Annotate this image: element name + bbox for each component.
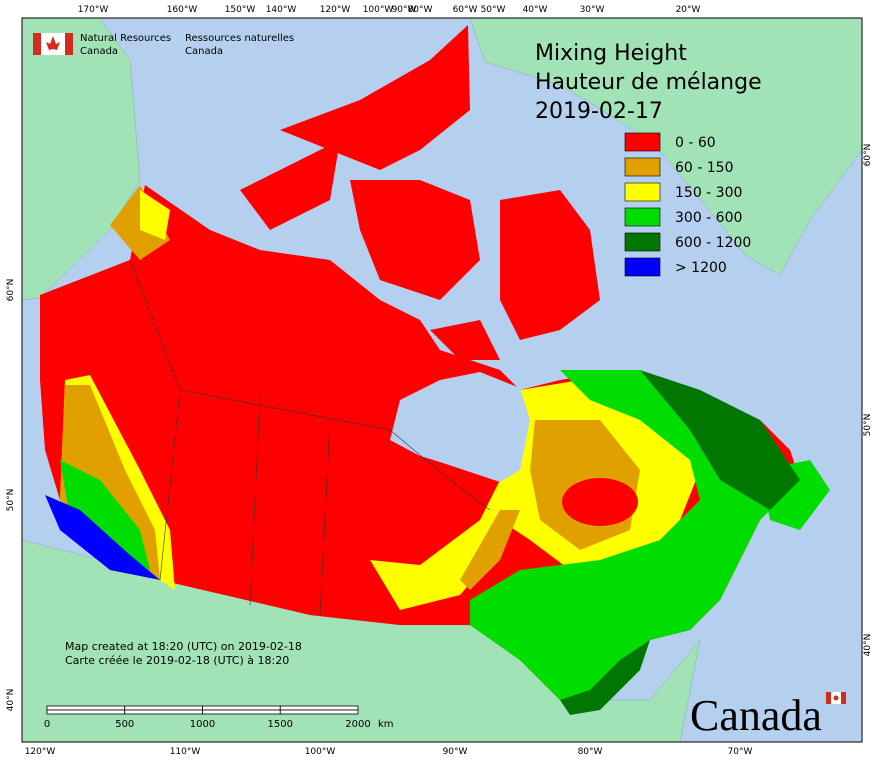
scale-label: 1500: [268, 719, 293, 730]
longitude-label: 90°W: [392, 5, 417, 15]
longitude-label: 20°W: [676, 5, 701, 15]
latitude-label: 60°N: [6, 279, 16, 302]
title: Hauteur de mélange: [535, 70, 762, 95]
zone: [280, 25, 470, 170]
scale-label: 2000: [345, 719, 370, 730]
scale-segment: [202, 705, 281, 711]
wordmark-leaf: [833, 695, 839, 701]
legend-label: 600 - 1200: [675, 235, 751, 251]
legend-swatch: [624, 207, 661, 227]
zone: [140, 190, 170, 240]
province-borders: [129, 259, 491, 616]
longitude-label: 150°W: [225, 5, 256, 15]
legend-swatch: [624, 182, 661, 202]
longitude-label: 80°W: [408, 5, 433, 15]
scale-segment: [124, 705, 203, 711]
longitude-label: 60°W: [453, 5, 478, 15]
longitude-label: 90°W: [443, 747, 468, 757]
legend: 0 - 60 60 - 150 150 - 300 300 - 600 600 - 12…: [624, 132, 751, 277]
longitude-label: 100°W: [363, 5, 394, 15]
longitude-label: 120°W: [25, 747, 56, 757]
agency-fr: Ressources naturelles: [185, 33, 294, 44]
zone: [45, 495, 160, 580]
zone: [562, 478, 638, 526]
longitude-label: 70°W: [728, 747, 753, 757]
borders: [129, 259, 491, 616]
zone: [240, 140, 340, 230]
scale-label: 500: [115, 719, 134, 730]
maple-leaf: [46, 36, 60, 50]
latitude-label: 40°N: [6, 689, 16, 712]
scale-segment: [124, 709, 203, 715]
legend-label: 0 - 60: [675, 135, 716, 151]
wordmark-text: Canada: [690, 691, 822, 740]
longitude-label: 160°W: [167, 5, 198, 15]
scale-label: 0: [44, 719, 50, 730]
scale-label: 1000: [190, 719, 215, 730]
legend-swatch: [624, 232, 661, 252]
latitude-label: 50°N: [863, 414, 873, 437]
map-border: [21, 17, 863, 743]
zone: [350, 180, 480, 300]
scale-segment: [46, 705, 126, 711]
longitude-label: 140°W: [266, 5, 297, 15]
footnote: Carte créée le 2019-02-18 (UTC) à 18:20: [65, 654, 289, 667]
mixing-zones: [40, 25, 830, 715]
graticule-labels: 170°W 160°W 150°W 140°W 120°W 100°W90°W80°W 60…: [6, 5, 873, 757]
flag-right: [65, 33, 73, 55]
longitude-label: 170°W: [78, 5, 109, 15]
scale-segment: [202, 709, 281, 715]
longitude-label: 80°W: [578, 747, 603, 757]
scale-bar: 0 500 1000 1500 2000 km: [44, 705, 394, 730]
longitude-label: 100°W: [305, 747, 336, 757]
legend-label: 60 - 150: [675, 160, 734, 176]
agency-en: Canada: [80, 46, 118, 57]
scale-segment: [46, 709, 126, 715]
latitude-label: 40°N: [863, 634, 873, 657]
longitude-label: 40°W: [523, 5, 548, 15]
longitude-label: 30°W: [580, 5, 605, 15]
legend-label: 300 - 600: [675, 210, 742, 226]
zone: [430, 320, 500, 360]
flag-left: [33, 33, 41, 55]
title: 2019-02-17: [535, 99, 663, 124]
latitude-label: 50°N: [6, 489, 16, 512]
legend-swatch: [624, 257, 661, 277]
scale-unit: km: [378, 719, 394, 730]
zone: [500, 190, 600, 340]
scale-segment: [279, 705, 359, 711]
zone: [560, 640, 650, 715]
legend-swatch: [624, 157, 661, 177]
zone: [640, 370, 800, 510]
agency-en: Natural Resources: [80, 33, 171, 44]
wordmark-flag: [826, 692, 831, 704]
latitude-label: 60°N: [863, 144, 873, 167]
longitude-label: 110°W: [170, 747, 201, 757]
zone: [60, 460, 150, 570]
wordmark-flag: [841, 692, 846, 704]
wordmark: Canada: [690, 691, 846, 740]
legend-swatch: [624, 132, 661, 152]
logo: Natural Resources Canada Ressources natu…: [33, 33, 294, 57]
scale-segment: [279, 709, 359, 715]
footnote: Map created at 18:20 (UTC) on 2019-02-18: [65, 640, 302, 653]
zone: [460, 510, 520, 590]
legend-label: > 1200: [675, 260, 727, 276]
longitude-label: 50°W: [481, 5, 506, 15]
hudson-bay: [390, 372, 530, 482]
title: Mixing Height: [535, 41, 687, 66]
agency-fr: Canada: [185, 46, 223, 57]
legend-label: 150 - 300: [675, 185, 742, 201]
longitude-label: 120°W: [320, 5, 351, 15]
